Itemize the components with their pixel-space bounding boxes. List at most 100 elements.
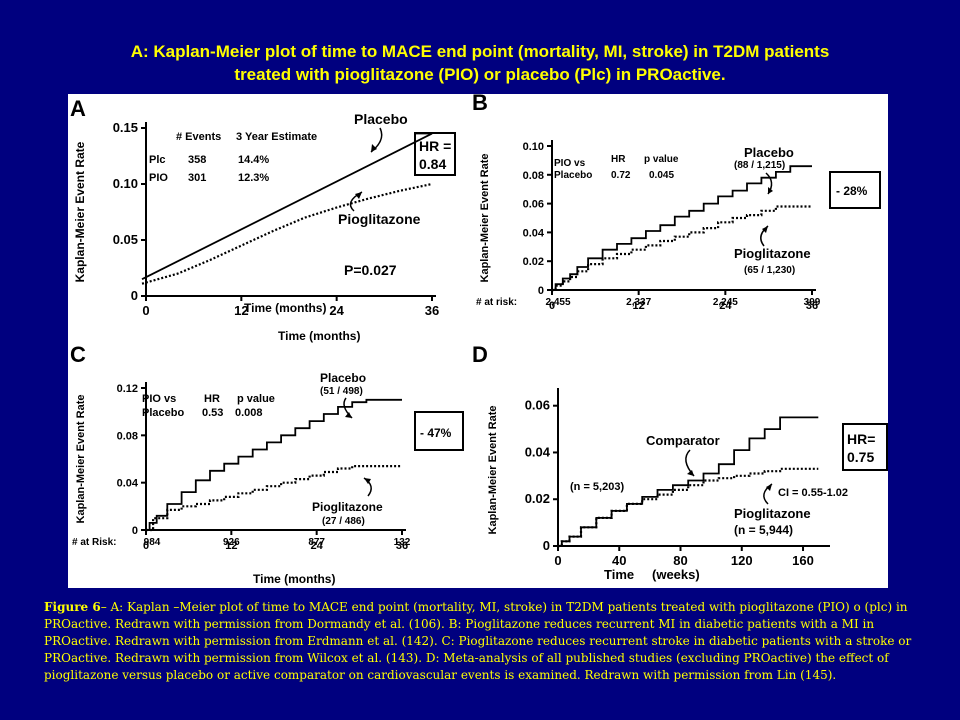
- panel-b-pioglitazone-arrowhead: [762, 226, 768, 233]
- panel-c-stats-row1-col1: PIO vs: [142, 393, 176, 405]
- panel-c-x-tick-label: 12: [225, 540, 237, 552]
- panel-c-reduction-box: [414, 411, 464, 451]
- panel-b-stats-row1-col2: HR: [611, 154, 626, 165]
- panel-c-x-tick-label: 24: [311, 540, 324, 552]
- panel-a-series-placebo: [141, 132, 433, 281]
- plot-layer: 0 0.05 0.10 0.15 0 12 24 36 Kaplan-Meier Event R…: [73, 120, 830, 586]
- panel-b-at-risk-count: 399: [804, 297, 821, 308]
- panel-d-y-tick-label: 0: [543, 538, 550, 553]
- panel-b-stats-row2-col3: 0.045: [649, 170, 674, 181]
- panel-d-x-tick-label: 0: [554, 553, 561, 568]
- panel-b-at-risk-count: 2,245: [713, 297, 738, 308]
- panel-a-p-value: P=0.027: [344, 262, 397, 278]
- panel-c-pioglitazone-label: Pioglitazone: [312, 500, 383, 514]
- panel-c-series-placebo: [146, 398, 402, 531]
- panel-a-x-tick-label: 0: [142, 303, 149, 318]
- panel-c-x-axis-label: Time (months): [253, 572, 335, 586]
- panel-a-row-plc-label: Plc: [149, 154, 166, 166]
- panel-b-x-tick-label: 0: [549, 300, 555, 312]
- figure-panel: A B C D # Events 3 Year Estimate Plc 358…: [68, 94, 888, 588]
- panel-d-x-tick-label: 120: [731, 553, 753, 568]
- caption-label: Figure 6: [44, 600, 101, 614]
- panel-b-pioglitazone-label: Pioglitazone: [734, 246, 811, 261]
- panel-letter-b: B: [472, 94, 488, 115]
- panel-c-at-risk-count: 132: [394, 537, 411, 548]
- panel-b-reduction-label: - 28%: [836, 184, 868, 198]
- panel-a-hr-box: [414, 132, 456, 176]
- panel-b-stats-row1-col1: PIO vs: [554, 158, 586, 169]
- panel-c-at-risk-count: 877: [308, 537, 325, 548]
- panel-d-pioglitazone-n: (n = 5,944): [734, 523, 793, 537]
- panel-b-reduction-box: [829, 171, 881, 209]
- panel-b-x-tick-label: 12: [633, 300, 645, 312]
- panel-c-y-tick-label: 0.04: [117, 478, 139, 490]
- panel-letter-d: D: [472, 342, 488, 367]
- panel-d-x-tick-label: 40: [612, 553, 626, 568]
- panel-b-pioglitazone-count: (65 / 1,230): [744, 265, 795, 276]
- panel-b-x-tick-label: 24: [719, 300, 732, 312]
- panel-a-row-pio-label: PIO: [149, 172, 168, 184]
- panel-a-x-axis-label: Time (months): [244, 301, 326, 315]
- figure-caption: Figure 6– A: Kaplan –Meier plot of time …: [44, 599, 944, 684]
- panel-c-stats-row2-col1: Placebo: [142, 407, 184, 419]
- panel-a-x-tick-label: 12: [234, 303, 248, 318]
- panel-b-y-tick-label: 0: [538, 285, 544, 297]
- panel-a-placebo-label: Placebo: [354, 111, 408, 127]
- panel-a-row-pio-events: 301: [188, 172, 206, 184]
- panel-b-stats-row1-col3: p value: [644, 154, 679, 165]
- panel-a-pioglitazone-arrowhead: [355, 192, 362, 199]
- panel-b-stats-row2-col2: 0.72: [611, 170, 631, 181]
- panel-b-stats-row2-col1: Placebo: [554, 170, 592, 181]
- panel-d-x-tick-label: 160: [792, 553, 814, 568]
- panel-c-stats-row2-col2: 0.53: [202, 407, 223, 419]
- panel-a-y-axis-label: Kaplan-Meier Event Rate: [73, 141, 87, 282]
- panel-c-pioglitazone-count: (27 / 486): [322, 516, 365, 527]
- panel-c-at-risk-count: 984: [144, 537, 161, 548]
- panel-b-at-risk-count: 2,455: [545, 297, 570, 308]
- panel-b-y-tick-label: 0.08: [523, 170, 544, 182]
- slide-title: A: Kaplan-Meier plot of time to MACE end…: [0, 40, 960, 86]
- panel-annotations: A B C D # Events 3 Year Estimate Plc 358…: [70, 94, 888, 548]
- panel-a-y-tick-label: 0.15: [113, 120, 138, 135]
- caption-text: – A: Kaplan –Meier plot of time to MACE …: [44, 600, 912, 682]
- panel-a-placebo-arrowhead: [371, 144, 377, 152]
- panel-c-stats-row1-col3: p value: [237, 393, 275, 405]
- panel-b-placebo-label: Placebo: [744, 145, 794, 160]
- panel-d-comparator-label: Comparator: [646, 433, 720, 448]
- panel-a-hr-value: 0.84: [419, 156, 446, 172]
- panel-d-x-axis-label: Time: [604, 567, 634, 582]
- panel-a-row-pio-estimate: 12.3%: [238, 172, 269, 184]
- panel-a-table-header-estimate: 3 Year Estimate: [236, 131, 317, 143]
- panel-a-x-tick-label: 36: [425, 303, 439, 318]
- panel-c-stats-row1-col2: HR: [204, 393, 220, 405]
- panel-d-x-tick-label: 80: [673, 553, 687, 568]
- panel-a-pioglitazone-label: Pioglitazone: [338, 211, 421, 227]
- panel-c-y-tick-label: 0: [132, 525, 138, 537]
- panel-d-hr-label: HR=: [847, 431, 875, 447]
- panel-c-at-risk-count: 926: [223, 537, 240, 548]
- panel-b-y-tick-label: 0.06: [523, 199, 544, 211]
- panel-d-series-comparator: [558, 416, 819, 547]
- panel-c-placebo-arrowhead: [345, 412, 352, 418]
- panel-c-reduction-label: - 47%: [420, 426, 452, 440]
- panel-c-stats-row2-col3: 0.008: [235, 407, 263, 419]
- panel-c-x-tick-label: 0: [143, 540, 149, 552]
- panel-letter-a: A: [70, 96, 86, 121]
- panel-a-y-tick-label: 0: [131, 288, 138, 303]
- panel-letter-c: C: [70, 342, 86, 367]
- panel-b-y-tick-label: 0.04: [523, 227, 545, 239]
- panel-c-y-tick-label: 0.08: [117, 430, 138, 442]
- panel-b-y-axis-label: Kaplan-Meier Event Rate: [479, 154, 491, 283]
- panel-b-y-tick-label: 0.10: [523, 141, 544, 153]
- panel-d-y-tick-label: 0.04: [525, 444, 551, 459]
- panel-b-placebo-arrowhead: [768, 187, 773, 194]
- panel-a-hr-label: HR =: [419, 138, 451, 154]
- panel-a-x-tick-label: 24: [329, 303, 344, 318]
- panel-d-y-tick-label: 0.02: [525, 491, 550, 506]
- panel-b-at-risk-count: 2,337: [626, 297, 651, 308]
- panel-d-y-axis-label: Kaplan-Meier Event Rate: [487, 406, 499, 535]
- panel-c-series-pioglitazone: [146, 465, 402, 532]
- panel-d-pioglitazone-label: Pioglitazone: [734, 506, 811, 521]
- panel-c-y-tick-label: 0.12: [117, 383, 138, 395]
- panel-b-at-risk-label: # at risk:: [476, 297, 517, 308]
